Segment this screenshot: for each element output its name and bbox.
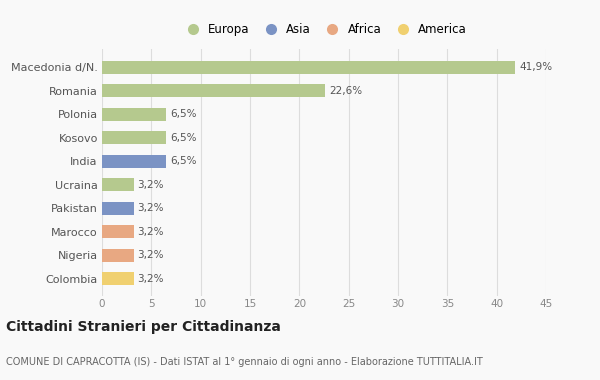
Text: 41,9%: 41,9% xyxy=(520,62,553,72)
Bar xyxy=(102,61,515,74)
Text: 3,2%: 3,2% xyxy=(137,180,164,190)
Bar xyxy=(102,225,134,238)
Text: 3,2%: 3,2% xyxy=(137,274,164,284)
Bar xyxy=(102,202,134,215)
Legend: Europa, Asia, Africa, America: Europa, Asia, Africa, America xyxy=(179,21,469,38)
Bar xyxy=(102,272,134,285)
Bar xyxy=(102,84,325,97)
Text: Cittadini Stranieri per Cittadinanza: Cittadini Stranieri per Cittadinanza xyxy=(6,320,281,334)
Bar xyxy=(102,178,134,191)
Text: 6,5%: 6,5% xyxy=(170,133,197,142)
Bar xyxy=(102,249,134,262)
Text: 6,5%: 6,5% xyxy=(170,109,197,119)
Bar xyxy=(102,131,166,144)
Text: 3,2%: 3,2% xyxy=(137,203,164,213)
Text: COMUNE DI CAPRACOTTA (IS) - Dati ISTAT al 1° gennaio di ogni anno - Elaborazione: COMUNE DI CAPRACOTTA (IS) - Dati ISTAT a… xyxy=(6,357,483,367)
Bar xyxy=(102,155,166,168)
Text: 6,5%: 6,5% xyxy=(170,156,197,166)
Text: 3,2%: 3,2% xyxy=(137,250,164,260)
Bar xyxy=(102,108,166,120)
Text: 22,6%: 22,6% xyxy=(329,86,362,96)
Text: 3,2%: 3,2% xyxy=(137,227,164,237)
